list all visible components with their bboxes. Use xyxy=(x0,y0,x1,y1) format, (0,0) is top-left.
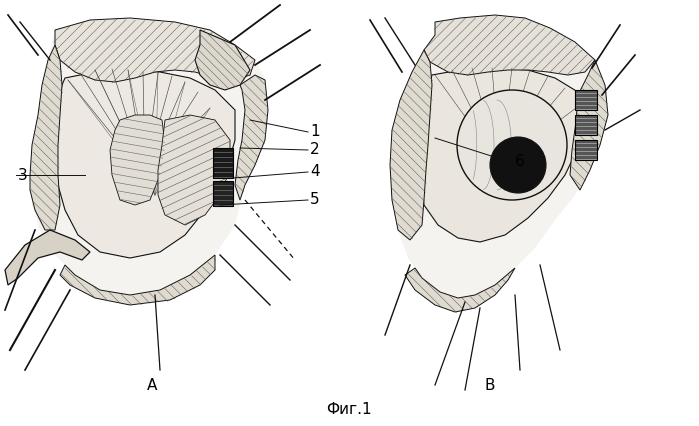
Bar xyxy=(213,181,233,206)
Text: 1: 1 xyxy=(310,124,319,139)
Polygon shape xyxy=(56,70,235,258)
Polygon shape xyxy=(418,68,585,242)
Text: Фиг.1: Фиг.1 xyxy=(326,403,372,417)
Polygon shape xyxy=(55,18,255,82)
Text: 4: 4 xyxy=(310,164,319,179)
Text: А: А xyxy=(147,377,157,392)
Bar xyxy=(575,115,597,135)
Polygon shape xyxy=(110,115,165,205)
Polygon shape xyxy=(30,18,268,295)
Polygon shape xyxy=(60,255,215,305)
Text: 5: 5 xyxy=(310,193,319,207)
Circle shape xyxy=(457,90,567,200)
Text: 3: 3 xyxy=(18,167,28,182)
Polygon shape xyxy=(158,115,230,225)
Circle shape xyxy=(490,137,546,193)
Polygon shape xyxy=(390,15,608,298)
Polygon shape xyxy=(235,75,268,200)
Bar xyxy=(575,90,597,110)
Polygon shape xyxy=(195,30,250,90)
Bar xyxy=(213,148,233,178)
Polygon shape xyxy=(5,230,90,285)
Polygon shape xyxy=(30,45,62,230)
Text: 2: 2 xyxy=(310,143,319,158)
Polygon shape xyxy=(405,268,515,312)
Text: В: В xyxy=(484,377,496,392)
Bar xyxy=(575,140,597,160)
Polygon shape xyxy=(570,60,608,190)
Polygon shape xyxy=(424,15,595,75)
Polygon shape xyxy=(390,50,432,240)
Text: 6: 6 xyxy=(515,155,525,170)
